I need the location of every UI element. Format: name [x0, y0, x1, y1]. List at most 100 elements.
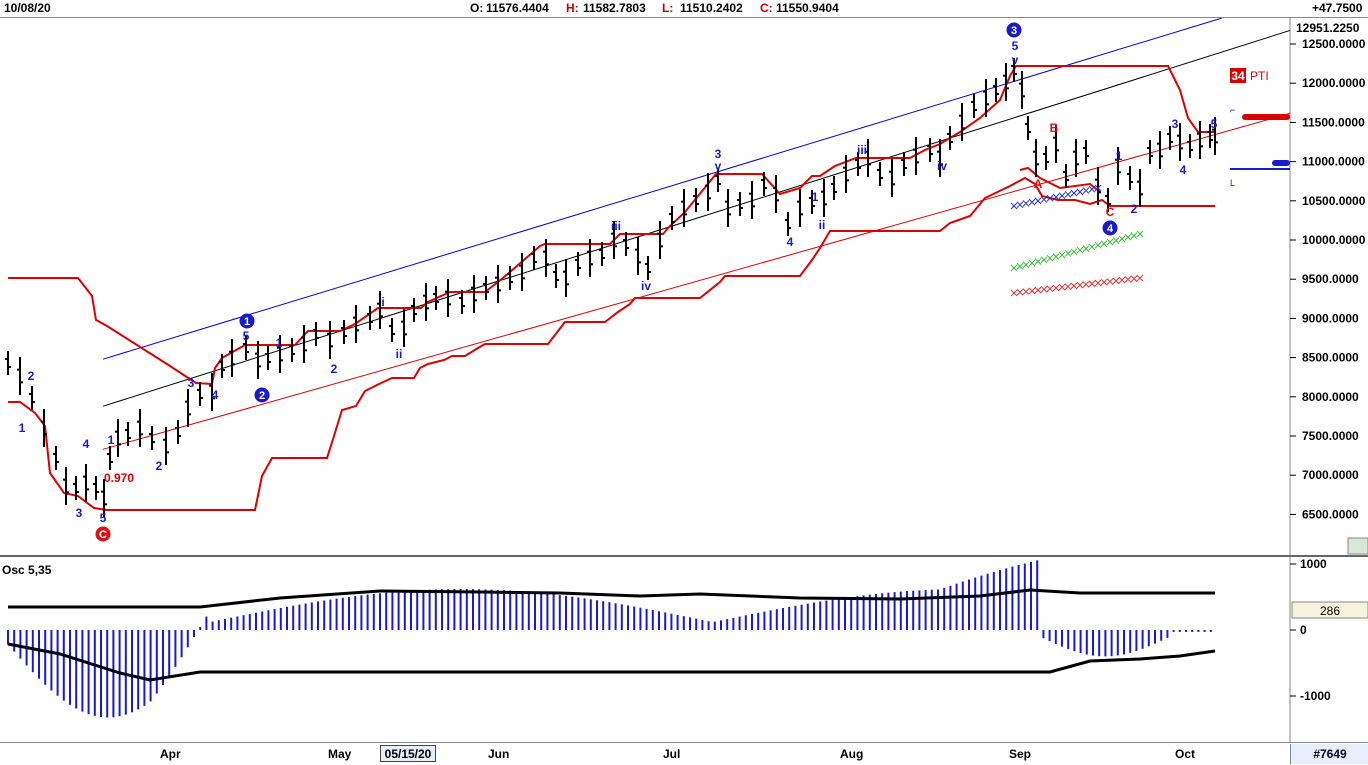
blue-projection — [1010, 202, 1018, 210]
wave-circle-3-text: 3 — [1011, 25, 1017, 37]
green-projection — [1052, 253, 1060, 261]
upper-channel-line — [102, 18, 1223, 360]
blue-projection — [1076, 188, 1084, 196]
wave-label: 3 — [76, 506, 83, 520]
blue-projection — [1052, 193, 1060, 201]
price-tick: 7500.0000 — [1302, 429, 1359, 443]
green-projection — [1022, 261, 1030, 269]
red-projection — [1040, 286, 1048, 293]
blue-projection — [1028, 198, 1036, 206]
high-label: H: — [566, 1, 579, 15]
wave-circle-4 — [1102, 220, 1118, 236]
wave-label: 1 — [1116, 149, 1123, 163]
red-projection — [1076, 281, 1084, 289]
oscillator-pane: 1000 0 -1000 — [7, 557, 1331, 718]
price-axis-top: 12951.2250 — [1296, 21, 1360, 35]
pti-value: 0.970 — [104, 471, 134, 485]
red-projection — [1106, 278, 1114, 285]
close-label: C: — [760, 1, 773, 15]
green-projection — [1034, 258, 1042, 265]
green-projection — [1094, 241, 1102, 249]
month-jun: Jun — [488, 747, 510, 761]
price-tick: 9500.0000 — [1302, 272, 1359, 286]
wave-circle-4-text: 4 — [1107, 223, 1114, 235]
red-projection — [1094, 279, 1102, 287]
wave-label: 1 — [19, 421, 26, 435]
price-chart[interactable]: 12951.2250 12500.0000 12000.0000 11500.0000… — [0, 18, 1368, 742]
blue-projection — [1058, 192, 1066, 200]
wave-label: 3 — [188, 376, 195, 390]
red-projection — [1010, 289, 1018, 297]
selected-date[interactable]: 05/15/20 — [380, 745, 436, 762]
wave-label: 4 — [787, 235, 794, 249]
wave-label: 2 — [331, 362, 338, 376]
red-projection — [1112, 277, 1120, 285]
low-value: 11510.2402 — [680, 1, 743, 15]
change-value: +47.7500 — [1312, 1, 1363, 15]
green-projection — [1016, 263, 1024, 270]
price-tick: 12500.0000 — [1302, 37, 1366, 51]
price-bars — [5, 58, 1218, 517]
red-projection — [1058, 283, 1066, 291]
blue-projection — [1016, 201, 1024, 209]
month-sep: Sep — [1009, 747, 1032, 761]
close-value: 11550.9404 — [776, 1, 839, 15]
bar-id: #7649 — [1290, 744, 1368, 764]
osc-tick: -1000 — [1300, 689, 1331, 703]
price-tick: 10000.0000 — [1302, 233, 1366, 247]
green-projection — [1064, 250, 1072, 257]
price-tick: 8000.0000 — [1302, 390, 1359, 404]
price-tick: 11500.0000 — [1302, 115, 1365, 129]
wave-label: 1 — [108, 433, 115, 447]
high-value: 11582.7803 — [583, 1, 646, 15]
wave-circle-1 — [239, 313, 255, 329]
wave-circle-c-text: C — [99, 529, 107, 541]
header-date: 10/08/20 — [4, 1, 51, 15]
wave-label-c: C — [1106, 205, 1115, 219]
projection-crosses — [1010, 184, 1144, 297]
lower-channel-line — [102, 112, 1291, 450]
green-projection — [1082, 245, 1090, 252]
green-projection — [1136, 230, 1144, 238]
green-projection — [1028, 259, 1036, 267]
red-projection — [1088, 280, 1096, 288]
wave-label: 5 — [100, 511, 107, 525]
osc-value: 286 — [1320, 604, 1340, 618]
pti-label: PTI — [1250, 69, 1269, 83]
month-aug: Aug — [840, 747, 864, 761]
wave-circle-2 — [254, 387, 270, 403]
wave-label: iii — [611, 219, 621, 233]
high-target-marker — [1242, 114, 1290, 120]
wave-label: iii — [857, 143, 867, 157]
blue-projection — [1040, 196, 1048, 203]
wave-circle-3 — [1006, 22, 1022, 38]
red-projection — [1064, 283, 1072, 290]
svg-text:L: L — [1230, 178, 1235, 188]
wave-circle-c — [95, 526, 111, 542]
wave-label: 1 — [276, 336, 283, 350]
green-projection — [1106, 238, 1114, 246]
red-projection — [1016, 288, 1024, 296]
price-tick: 11000.0000 — [1302, 155, 1365, 169]
green-projection — [1124, 233, 1132, 241]
red-projection — [1022, 288, 1030, 295]
pti-badge — [1230, 68, 1246, 83]
blue-projection — [1034, 197, 1042, 205]
wave-label: ii — [819, 218, 826, 232]
green-projection — [1070, 248, 1078, 256]
wave-label: 2 — [1131, 202, 1138, 216]
wave-label: v — [1012, 53, 1019, 67]
red-projection — [1070, 282, 1078, 290]
wave-label: 4 — [212, 388, 219, 402]
price-tick: 6500.0000 — [1302, 507, 1359, 521]
month-apr: Apr — [160, 747, 181, 761]
pti-badge-text: 34 — [1231, 69, 1245, 83]
wave-label: 3 — [1172, 117, 1179, 131]
wave-label: iv — [937, 159, 947, 173]
wave-label: 5 — [1012, 39, 1019, 53]
red-projection — [1130, 275, 1138, 283]
quote-header: 10/08/20 O: 11576.4404 H: 11582.7803 L: … — [0, 0, 1368, 18]
osc-tick: 1000 — [1300, 557, 1327, 571]
scroll-handle[interactable] — [1347, 537, 1368, 555]
wave-label: 5 — [243, 329, 250, 343]
